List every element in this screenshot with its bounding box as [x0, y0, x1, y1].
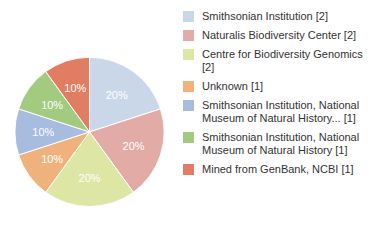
html-text:Smithsonian Institution, Natio: Smithsonian Institution, National Museum… [202, 131, 360, 156]
html-text:Smithsonian Institution [2]: Smithsonian Institution [2] [202, 10, 328, 22]
html-text:Unknown [1]: Unknown [1] [202, 80, 264, 92]
html-text:Mined from GenBank, NCBI [1]: Mined from GenBank, NCBI [1] [202, 163, 354, 175]
svg-text:10%: 10% [41, 153, 63, 165]
html-text:Smithsonian Institution, Natio: Smithsonian Institution, National Museum… [202, 99, 360, 124]
svg-text:10%: 10% [32, 126, 54, 138]
html-text:Centre for Biodiversity Genomi: Centre for Biodiversity Genomics [2] [202, 48, 363, 73]
svg-text:20%: 20% [79, 172, 101, 184]
svg-text:10%: 10% [41, 99, 63, 111]
svg-text:20%: 20% [106, 89, 128, 101]
svg-text:10%: 10% [64, 82, 86, 94]
html-text:Naturalis Biodiversity Center: Naturalis Biodiversity Center [2] [202, 29, 357, 41]
svg-text:20%: 20% [123, 140, 145, 152]
